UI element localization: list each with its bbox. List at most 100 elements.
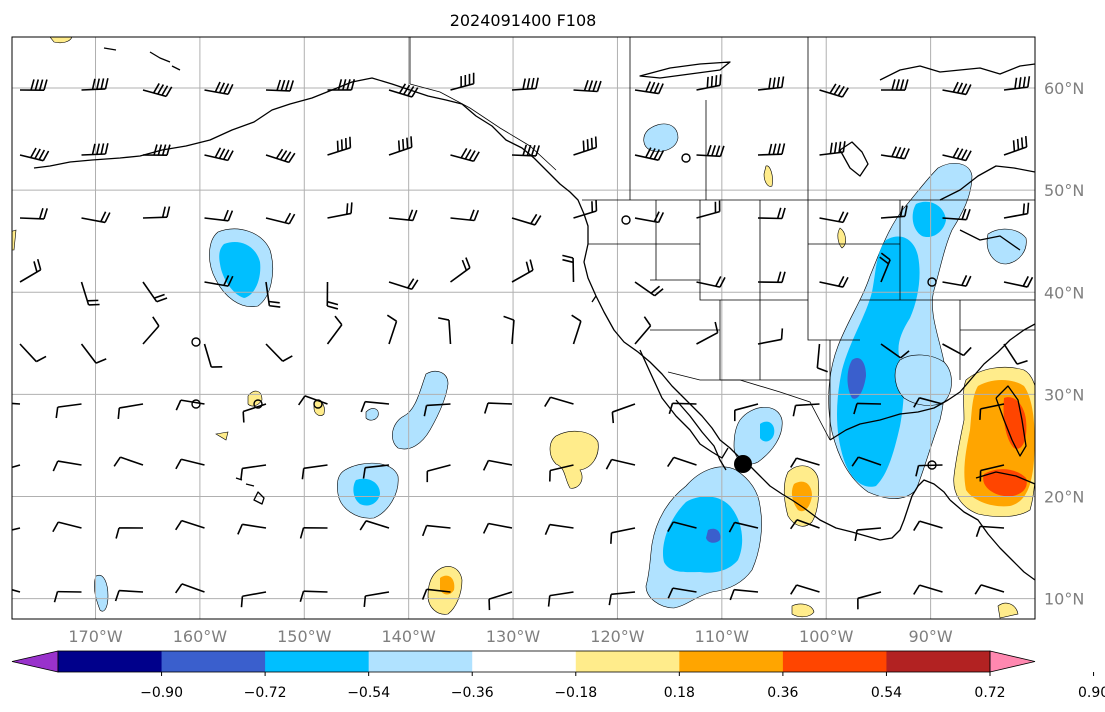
wind-barb bbox=[450, 209, 480, 222]
wind-barb bbox=[388, 83, 419, 98]
wind-barb bbox=[80, 343, 107, 364]
colorbar-tick-label: −0.18 bbox=[554, 685, 597, 701]
wind-barb bbox=[819, 276, 849, 288]
wind-barb bbox=[299, 590, 328, 602]
wind-barb bbox=[423, 403, 451, 417]
wind-barb bbox=[667, 521, 697, 532]
latitude-label: 20°N bbox=[1044, 487, 1084, 506]
wind-barb bbox=[611, 403, 636, 424]
wind-barb bbox=[757, 271, 786, 284]
calm-circle bbox=[681, 153, 691, 163]
anomaly-region bbox=[643, 123, 679, 152]
latitude-label: 10°N bbox=[1044, 590, 1084, 609]
wind-barb bbox=[12, 527, 21, 531]
wind-barb bbox=[667, 587, 697, 599]
wind-barb bbox=[175, 519, 205, 531]
coastline bbox=[949, 499, 1035, 581]
wind-barb bbox=[80, 281, 100, 306]
wind-barb bbox=[728, 521, 759, 533]
latitude-label: 60°N bbox=[1044, 79, 1084, 98]
wind-barb bbox=[605, 458, 636, 470]
wind-barb bbox=[204, 275, 234, 287]
anomaly-region bbox=[894, 354, 952, 406]
border bbox=[582, 37, 1035, 201]
latitude-labels: 60°N 50°N 40°N 30°N 20°N 10°N bbox=[1044, 79, 1084, 609]
wind-barb bbox=[790, 457, 820, 468]
wind-barb bbox=[142, 83, 173, 98]
wind-barb bbox=[853, 402, 882, 415]
anomaly-shading bbox=[12, 37, 1035, 619]
wind-barb bbox=[327, 79, 356, 91]
border bbox=[667, 371, 831, 441]
wind-barb bbox=[1003, 202, 1030, 219]
anomaly-region bbox=[353, 478, 380, 506]
wind-barb bbox=[265, 212, 296, 225]
wind-barb bbox=[52, 460, 82, 472]
calm-circle bbox=[621, 215, 631, 225]
wind-barb bbox=[386, 314, 398, 345]
wind-barb bbox=[634, 147, 665, 161]
wind-barb bbox=[299, 527, 328, 539]
wind-barb bbox=[979, 403, 1005, 420]
map-frame bbox=[11, 36, 1036, 620]
anomaly-region bbox=[365, 408, 379, 421]
wind-barb bbox=[608, 591, 636, 606]
wind-barb bbox=[482, 459, 513, 471]
wind-barb bbox=[488, 591, 513, 611]
anomaly-region bbox=[847, 357, 866, 399]
wind-barb bbox=[816, 343, 828, 373]
wind-barb bbox=[19, 208, 48, 220]
wind-barb bbox=[915, 464, 943, 477]
map-panel bbox=[12, 37, 1035, 619]
wind-barb bbox=[142, 206, 171, 219]
colorbar-segment bbox=[58, 651, 163, 672]
wind-barb bbox=[117, 403, 144, 419]
wind-barb bbox=[421, 588, 451, 600]
wind-barb bbox=[790, 584, 820, 595]
wind-barb bbox=[880, 146, 910, 160]
colorbar-segment bbox=[575, 651, 680, 672]
wind-barb bbox=[388, 136, 413, 156]
anomaly-region bbox=[662, 496, 743, 573]
colorbar-tick-label: −0.36 bbox=[451, 685, 494, 701]
longitude-label: 130°W bbox=[486, 627, 541, 646]
wind-barb bbox=[503, 315, 515, 345]
colorbar-extend-high bbox=[989, 650, 1036, 673]
coastline bbox=[639, 61, 1035, 81]
colorbar-segment bbox=[782, 651, 887, 672]
coastline bbox=[235, 477, 265, 505]
wind-barb bbox=[19, 147, 50, 162]
wind-barb bbox=[114, 589, 144, 602]
wind-barb bbox=[450, 72, 475, 91]
colorbar-segment bbox=[472, 651, 577, 672]
longitude-label: 110°W bbox=[695, 627, 750, 646]
wind-barb bbox=[610, 527, 636, 544]
wind-barb bbox=[942, 208, 971, 221]
coastline bbox=[829, 323, 1035, 441]
wind-barb bbox=[175, 399, 205, 411]
wind-barbs bbox=[12, 72, 1034, 611]
wind-barb bbox=[81, 78, 109, 91]
wind-barb bbox=[142, 316, 160, 345]
anomaly-region bbox=[94, 574, 109, 612]
wind-barb bbox=[12, 464, 21, 469]
anomaly-region bbox=[733, 407, 783, 465]
colorbar-tick-label: −0.90 bbox=[140, 685, 183, 701]
wind-barb bbox=[81, 143, 109, 156]
wind-barb bbox=[483, 402, 513, 414]
wind-barb bbox=[857, 591, 882, 610]
wind-barb bbox=[511, 259, 534, 283]
wind-barb bbox=[297, 395, 328, 406]
wind-barb bbox=[113, 456, 144, 467]
wind-barb bbox=[12, 402, 21, 405]
wind-barb bbox=[544, 396, 574, 408]
anomaly-region bbox=[837, 227, 846, 249]
colorbar-tick-label: 0.18 bbox=[664, 685, 695, 701]
wind-barb bbox=[265, 79, 295, 92]
wind-barb bbox=[242, 403, 267, 423]
wind-barb bbox=[12, 588, 21, 593]
longitude-labels: 170°W 160°W 150°W 140°W 130°W 120°W 110°W 100°W… bbox=[68, 627, 953, 646]
wind-barb bbox=[819, 83, 849, 98]
longitude-label: 120°W bbox=[590, 627, 645, 646]
wind-barb bbox=[450, 147, 480, 163]
